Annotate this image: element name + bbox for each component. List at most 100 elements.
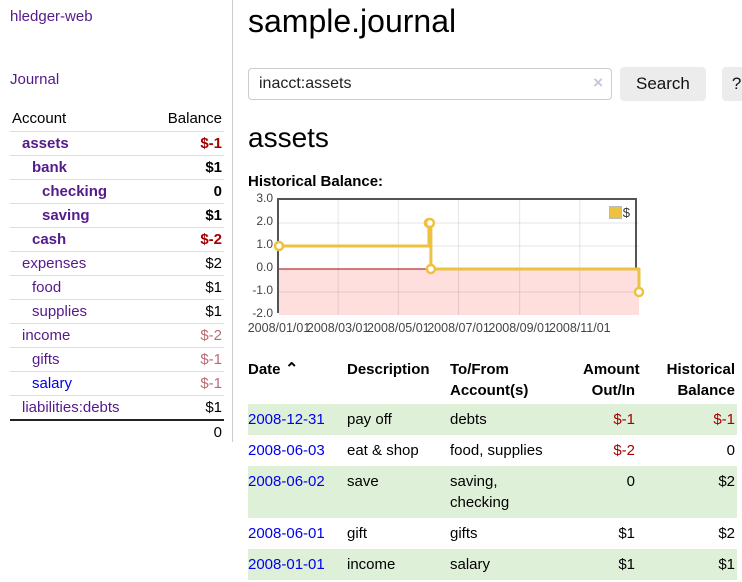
sidebar-account-link-expenses[interactable]: expenses (22, 255, 87, 272)
account-balance: 0 (150, 179, 224, 204)
sort-ascending-icon[interactable]: ⌃ (280, 361, 299, 378)
transaction-date-link[interactable]: 2008-06-01 (248, 525, 325, 542)
register-row: 2008-06-03 eat & shop food, supplies $-2 0 (248, 435, 737, 466)
transaction-date-link[interactable]: 2008-12-31 (248, 411, 325, 428)
account-balance: $-1 (150, 347, 224, 372)
account-balance: $-1 (150, 131, 224, 156)
account-balance: $-2 (150, 227, 224, 252)
amount-cell: $-2 (613, 442, 635, 459)
legend-label: $ (622, 205, 630, 220)
accounts-cell: food, supplies (450, 442, 543, 459)
sidebar-account-link-liabilities-debts[interactable]: liabilities:debts (22, 399, 120, 416)
balance-cell: $2 (718, 473, 735, 490)
data-point-marker (424, 217, 436, 229)
account-balance: $1 (150, 395, 224, 420)
transaction-date-link[interactable]: 2008-01-01 (248, 556, 325, 573)
sidebar-nav: Journal (10, 71, 224, 89)
account-row: income $-2 (10, 323, 224, 348)
y-axis-tick-label: 3.0 (256, 191, 273, 205)
legend-swatch-icon (608, 206, 622, 219)
help-button[interactable]: ? (721, 67, 742, 101)
page-title: sample.journal (248, 3, 457, 39)
date-cell: 2008-01-01 (248, 549, 347, 580)
account-row: food $1 (10, 275, 224, 300)
description-cell: eat & shop (347, 442, 419, 459)
register-row: 2008-06-01 gift gifts $1 $2 (248, 518, 737, 549)
account-row: liabilities:debts $1 (10, 395, 224, 420)
account-title: assets (248, 122, 329, 153)
accounts-header-account: Account (12, 110, 67, 127)
date-cell: 2008-06-02 (248, 466, 347, 518)
date-cell: 2008-06-03 (248, 435, 347, 466)
description-cell: save (347, 473, 379, 490)
account-balance: $2 (150, 251, 224, 276)
historical-balance-chart: 3.0 2.0 1.0 0.0 -1.0 -2.0 2008/01/01 2008/03/01… (247, 191, 742, 336)
y-axis-tick-label: -2.0 (252, 306, 273, 320)
sidebar-account-link-bank[interactable]: bank (32, 159, 68, 176)
register-row: 2008-06-02 save saving, checking 0 $2 (248, 466, 737, 518)
total-spacer (10, 419, 151, 444)
account-row: cash $-2 (10, 227, 224, 252)
x-axis-tick-label: 2008/05/01 (367, 321, 430, 335)
account-row: bank $1 (10, 155, 224, 180)
date-cell: 2008-06-01 (248, 518, 347, 549)
x-axis-tick-label: 2008/11/01 (548, 321, 611, 335)
account-balance: $1 (150, 155, 224, 180)
sidebar-account-link-cash[interactable]: cash (32, 231, 67, 248)
x-axis-tick-label: 2008/07/01 (427, 321, 490, 335)
sidebar-account-link-checking[interactable]: checking (42, 183, 108, 200)
balance-cell: 0 (726, 442, 735, 459)
search-button[interactable]: Search (620, 67, 706, 101)
balance-cell: $2 (718, 525, 735, 542)
chart-title: Historical Balance: (248, 173, 384, 190)
brand-link[interactable]: hledger-web (10, 8, 93, 25)
accounts-cell: debts (450, 411, 487, 428)
sidebar: hledger-web Journal Account Balance asse… (0, 0, 233, 444)
sidebar-account-link-saving[interactable]: saving (42, 207, 90, 224)
register-table: Date ⌃ Description To/From Account(s) Amoun… (248, 356, 737, 580)
account-row: gifts $-1 (10, 347, 224, 372)
account-row: assets $-1 (10, 131, 224, 156)
register-header-date[interactable]: Date ⌃ (248, 361, 299, 378)
sidebar-account-link-gifts[interactable]: gifts (32, 351, 60, 368)
y-axis-tick-label: 2.0 (256, 214, 273, 228)
account-balance: $-1 (150, 371, 224, 396)
account-balance: $1 (150, 299, 224, 324)
sidebar-item-journal[interactable]: Journal (10, 71, 60, 88)
register-row: 2008-01-01 income salary $1 $1 (248, 549, 737, 580)
sidebar-account-link-salary[interactable]: salary (32, 375, 73, 392)
accounts-header-balance: Balance (167, 110, 222, 127)
account-row: supplies $1 (10, 299, 224, 324)
accounts-cell: salary (450, 556, 491, 573)
amount-cell: $1 (618, 525, 635, 542)
description-cell: gift (347, 525, 368, 542)
accounts-total-value: 0 (150, 419, 224, 444)
x-axis-tick-label: 2008/01/01 (247, 321, 311, 335)
amount-cell: $1 (618, 556, 635, 573)
register-header-amount-out-in: Amount Out/In (583, 361, 640, 399)
accounts-total-row: 0 (10, 419, 224, 444)
x-axis-tick-label: 2008/09/01 (488, 321, 551, 335)
register-header-description: Description (347, 361, 430, 378)
y-axis-tick-label: 1.0 (256, 237, 273, 251)
transaction-date-link[interactable]: 2008-06-02 (248, 473, 325, 490)
sidebar-account-link-supplies[interactable]: supplies (32, 303, 88, 320)
register-header-historical-balance: Historical Balance (666, 361, 735, 399)
chart-legend: $ (608, 205, 630, 220)
chart-plot-area: $ (273, 198, 645, 315)
sidebar-account-link-food[interactable]: food (32, 279, 62, 296)
sidebar-account-link-assets[interactable]: assets (22, 135, 69, 152)
data-point-marker (425, 263, 437, 275)
amount-cell: $-1 (613, 411, 635, 428)
search-input[interactable] (248, 68, 612, 100)
account-row: saving $1 (10, 203, 224, 228)
sidebar-account-link-income[interactable]: income (22, 327, 71, 344)
clear-search-icon[interactable]: × (593, 73, 603, 92)
accounts-cell: gifts (450, 525, 478, 542)
transaction-date-link[interactable]: 2008-06-03 (248, 442, 325, 459)
register-header-to-from-account-s-: To/From Account(s) (450, 361, 529, 399)
account-row: expenses $2 (10, 251, 224, 276)
date-cell: 2008-12-31 (248, 404, 347, 435)
account-balance: $1 (150, 203, 224, 228)
